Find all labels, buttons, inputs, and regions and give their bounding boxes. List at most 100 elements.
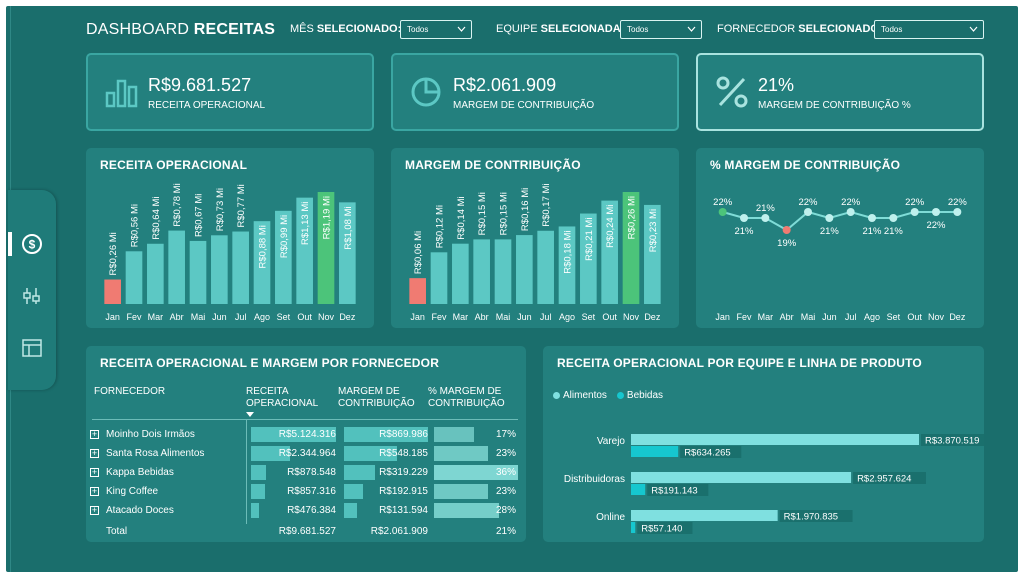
equipe-bar-alimentos[interactable] [631, 472, 852, 483]
table-row[interactable]: + Atacado Doces R$476.384 R$131.594 28% [86, 502, 590, 521]
table-icon[interactable] [20, 336, 44, 360]
margem-bar [344, 503, 357, 518]
pct-value: 23% [495, 448, 516, 459]
table-row[interactable]: + King Coffee R$857.316 R$192.915 23% [86, 483, 590, 502]
kpi-margem-percentual: 21% MARGEM DE CONTRIBUIÇÃO % [696, 53, 984, 131]
margem-bar-out[interactable] [601, 200, 618, 304]
legend-item-alimentos[interactable]: Alimentos [553, 390, 607, 401]
chart-equipe-linha-produto: Varejo R$3.870.519 R$634.265 Distribuidoras… [564, 434, 984, 535]
receita-tick-label: Dez [339, 312, 356, 322]
receita-bar-fev[interactable] [125, 251, 143, 304]
equipe-bar-alimentos[interactable] [631, 510, 778, 521]
margem-tick-label: Dez [644, 312, 661, 322]
margem-bar [344, 446, 397, 461]
receita-bar-out[interactable] [296, 197, 313, 304]
column-header-margem[interactable]: MARGEM DE CONTRIBUIÇÃO [338, 386, 415, 409]
equipe-bar-bebidas[interactable] [631, 522, 636, 533]
receita-tick-label: Jan [105, 312, 120, 322]
column-header-receita[interactable]: RECEITA OPERACIONAL [246, 386, 326, 417]
margem-bar-set[interactable] [580, 213, 597, 304]
receita-bar-ago[interactable] [253, 221, 271, 304]
dollar-circle-icon[interactable]: $ [20, 232, 44, 256]
pct-point-mar[interactable] [761, 214, 770, 222]
pct-point-jul[interactable] [846, 208, 855, 216]
filter-select-fornecedor[interactable]: Todos [874, 20, 984, 39]
expand-plus-icon[interactable]: + [90, 448, 99, 458]
receita-bar-jul[interactable] [232, 231, 249, 304]
margem-bar [344, 465, 375, 480]
receita-value: R$476.384 [287, 505, 336, 516]
equipe-data-label: R$3.870.519 [925, 436, 979, 447]
fornecedor-name: King Coffee [106, 486, 159, 497]
expand-plus-icon[interactable]: + [90, 429, 99, 439]
filter-select-mes[interactable]: Todos [400, 20, 472, 39]
receita-bar-mai[interactable] [189, 240, 207, 304]
margem-bar-dez[interactable] [644, 204, 661, 304]
pct-tick-label: Jan [715, 312, 730, 322]
receita-bar-dez[interactable] [339, 202, 356, 304]
equipe-bar-bebidas[interactable] [631, 484, 646, 495]
pct-point-nov[interactable] [932, 208, 940, 216]
table-row[interactable]: + Kappa Bebidas R$878.548 R$319.229 36% [86, 464, 590, 483]
margem-bar-jul[interactable] [537, 230, 554, 304]
pct-point-set[interactable] [889, 214, 898, 222]
filter-sliders-icon[interactable] [20, 284, 44, 308]
margem-data-label: R$0,21 Mi [584, 218, 595, 261]
table-row[interactable]: + Moinho Dois Irmãos R$5.124.316 R$869.986 1… [86, 426, 590, 445]
column-header-pct-margem[interactable]: % MARGEM DE CONTRIBUIÇÃO [428, 386, 505, 409]
equipe-label-bg [647, 484, 709, 496]
total-pct: 21% [495, 526, 516, 537]
pct-point-dez[interactable] [953, 208, 962, 216]
receita-bar-nov[interactable] [317, 192, 335, 304]
receita-bar [251, 503, 259, 518]
receita-tick-label: Mai [191, 312, 206, 322]
legend-item-bebidas[interactable]: Bebidas [616, 390, 663, 401]
receita-tick-label: Fev [126, 312, 142, 322]
margem-bar-abr[interactable] [473, 239, 490, 304]
margem-bar-nov[interactable] [622, 192, 640, 304]
pct-point-mai[interactable] [804, 208, 812, 216]
pct-bar [434, 484, 488, 499]
pct-point-jun[interactable] [825, 214, 834, 222]
table-row[interactable]: + Santa Rosa Alimentos R$2.344.964 R$548.18… [86, 445, 590, 464]
kpi-value: R$2.061.909 [453, 75, 557, 95]
margem-bar-mar[interactable] [452, 243, 469, 304]
margem-bar-jun[interactable] [516, 235, 533, 304]
pct-point-out[interactable] [910, 208, 919, 216]
expand-plus-icon[interactable]: + [90, 505, 99, 515]
receita-data-label: R$0,64 Mi [151, 196, 162, 239]
receita-bar-set[interactable] [275, 210, 292, 304]
margem-bar-ago[interactable] [558, 226, 576, 304]
receita-value: R$857.316 [287, 486, 336, 497]
panel-equipe-linha-produto: RECEITA OPERACIONAL POR EQUIPE E LINHA D… [543, 346, 984, 542]
pct-tick-label: Dez [949, 312, 966, 322]
receita-bar-jan[interactable] [104, 279, 121, 304]
receita-bar-abr[interactable] [168, 230, 185, 304]
expand-plus-icon[interactable]: + [90, 486, 99, 496]
receita-bar-mar[interactable] [147, 243, 164, 304]
pct-point-abr[interactable] [782, 226, 791, 234]
margem-bar-fev[interactable] [430, 252, 448, 304]
column-header-fornecedor[interactable]: FORNECEDOR [94, 386, 166, 397]
pct-point-fev[interactable] [740, 214, 748, 222]
pct-value: 23% [495, 486, 516, 497]
receita-data-label: R$0,56 Mi [130, 204, 141, 247]
margem-tick-label: Ago [559, 312, 575, 322]
receita-bar-jun[interactable] [211, 235, 228, 304]
expand-plus-icon[interactable]: + [90, 467, 99, 477]
margem-bar-jan[interactable] [409, 278, 426, 304]
margem-tick-label: Jun [517, 312, 532, 322]
equipe-bar-bebidas[interactable] [631, 446, 679, 457]
filter-select-equipe[interactable]: Todos [620, 20, 702, 39]
pct-data-label: 21% [862, 226, 882, 237]
equipe-bar-alimentos[interactable] [631, 434, 919, 445]
receita-tick-label: Nov [318, 312, 335, 322]
margem-tick-label: Fev [431, 312, 447, 322]
margem-data-label: R$0,14 Mi [456, 196, 467, 239]
equipe-category-label: Online [596, 512, 625, 523]
margem-bar-mai[interactable] [494, 239, 512, 304]
pct-point-ago[interactable] [868, 214, 876, 222]
pct-bar [434, 446, 488, 461]
pct-point-jan[interactable] [718, 208, 727, 216]
pct-line [722, 210, 958, 232]
